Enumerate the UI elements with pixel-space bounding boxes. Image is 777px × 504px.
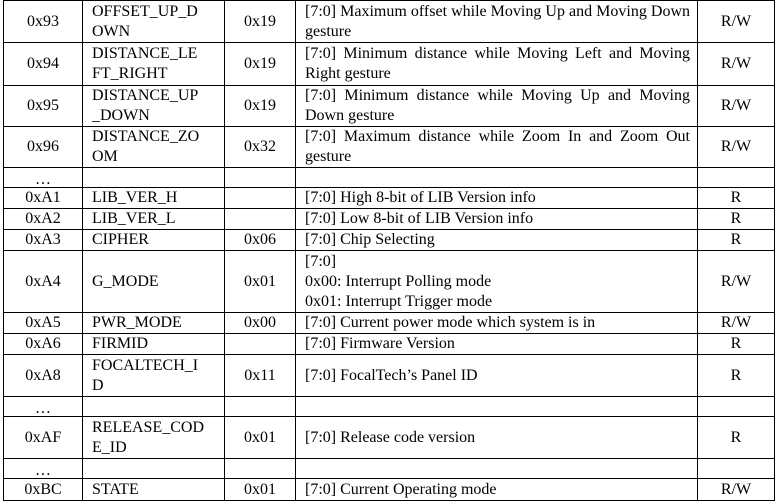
default-value: 0x06 — [224, 229, 296, 251]
register-address: 0x96 — [3, 126, 83, 168]
access-mode — [697, 458, 775, 479]
register-address: 0xBC — [3, 478, 83, 501]
access-mode: R/W — [697, 312, 775, 334]
default-value — [224, 333, 296, 355]
register-name: OFFSET_UP_D OWN — [82, 0, 225, 43]
table-row: 0xA2 LIB_VER_L [7:0] Low 8-bit of LIB Vers… — [3, 208, 775, 230]
table-row: 0x94 DISTANCE_LE FT_RIGHT 0x19 [7:0] Minimu… — [3, 42, 775, 86]
register-address: 0x94 — [3, 42, 83, 86]
register-description — [295, 396, 698, 417]
register-description: [7:0] High 8-bit of LIB Version info — [295, 187, 698, 209]
register-name — [82, 458, 225, 479]
register-address: … — [3, 167, 83, 188]
default-value: 0x19 — [224, 42, 296, 86]
default-value — [224, 396, 296, 417]
register-description: [7:0] Minimum distance while Moving Left… — [295, 42, 698, 86]
access-mode: R — [697, 333, 775, 355]
register-name — [82, 167, 225, 188]
register-name: DISTANCE_UP _DOWN — [82, 85, 225, 127]
access-mode: R — [697, 416, 775, 459]
register-description — [295, 167, 698, 188]
access-mode: R/W — [697, 0, 775, 43]
register-description: [7:0] Chip Selecting — [295, 229, 698, 251]
register-address: 0xA6 — [3, 333, 83, 355]
default-value: 0x01 — [224, 478, 296, 501]
default-value: 0x00 — [224, 312, 296, 334]
register-name: LIB_VER_H — [82, 187, 225, 209]
access-mode: R — [697, 187, 775, 209]
default-value — [224, 458, 296, 479]
ellipsis-row: … — [3, 458, 775, 479]
register-address: 0x93 — [3, 0, 83, 43]
register-description: [7:0] Maximum offset while Moving Up and… — [295, 0, 698, 43]
table-row: 0xBC STATE 0x01 [7:0] Current Operating mod… — [3, 478, 775, 501]
register-address: … — [3, 396, 83, 417]
register-name: DISTANCE_ZO OM — [82, 126, 225, 168]
table-row: 0x96 DISTANCE_ZO OM 0x32 [7:0] Maximum dist… — [3, 126, 775, 168]
register-description: [7:0] Release code version — [295, 416, 698, 459]
register-name: PWR_MODE — [82, 312, 225, 334]
register-address: 0x95 — [3, 85, 83, 127]
register-description: [7:0] Minimum distance while Moving Up a… — [295, 85, 698, 127]
register-name: CIPHER — [82, 229, 225, 251]
access-mode — [697, 396, 775, 417]
register-table: 0x93 OFFSET_UP_D OWN 0x19 [7:0] Maximum off… — [3, 0, 775, 501]
default-value: 0x19 — [224, 85, 296, 127]
table-row: 0xAF RELEASE_COD E_ID 0x01 [7:0] Release co… — [3, 416, 775, 459]
table-row: 0x93 OFFSET_UP_D OWN 0x19 [7:0] Maximum off… — [3, 0, 775, 43]
register-description: [7:0] Low 8-bit of LIB Version info — [295, 208, 698, 230]
default-value: 0x19 — [224, 0, 296, 43]
table-row: 0xA8 FOCALTECH_I D 0x11 [7:0] FocalTech’s P… — [3, 354, 775, 397]
access-mode: R/W — [697, 42, 775, 86]
table-row: 0xA1 LIB_VER_H [7:0] High 8-bit of LIB Ver… — [3, 187, 775, 209]
register-description: [7:0] Maximum distance while Zoom In and… — [295, 126, 698, 168]
access-mode: R — [697, 229, 775, 251]
register-address: 0xA4 — [3, 250, 83, 313]
register-description: [7:0] Current power mode which system is… — [295, 312, 698, 334]
register-name: FOCALTECH_I D — [82, 354, 225, 397]
table-row: 0xA4 G_MODE 0x01 [7:0] 0x00: Interrupt Poll… — [3, 250, 775, 313]
access-mode: R — [697, 354, 775, 397]
default-value: 0x01 — [224, 416, 296, 459]
register-description: [7:0] FocalTech’s Panel ID — [295, 354, 698, 397]
register-description — [295, 458, 698, 479]
default-value: 0x32 — [224, 126, 296, 168]
register-address: 0xA2 — [3, 208, 83, 230]
register-description: [7:0] 0x00: Interrupt Polling mode 0x01:… — [295, 250, 698, 313]
register-description: [7:0] Firmware Version — [295, 333, 698, 355]
access-mode: R/W — [697, 126, 775, 168]
access-mode: R/W — [697, 250, 775, 313]
default-value: 0x01 — [224, 250, 296, 313]
table-row: 0x95 DISTANCE_UP _DOWN 0x19 [7:0] Minimum d… — [3, 85, 775, 127]
table-row: 0xA6 FIRMID [7:0] Firmware Version R — [3, 333, 775, 355]
register-name: G_MODE — [82, 250, 225, 313]
register-address: … — [3, 458, 83, 479]
default-value: 0x11 — [224, 354, 296, 397]
register-name: DISTANCE_LE FT_RIGHT — [82, 42, 225, 86]
access-mode — [697, 167, 775, 188]
register-description: [7:0] Current Operating mode — [295, 478, 698, 501]
register-name — [82, 396, 225, 417]
access-mode: R — [697, 208, 775, 230]
register-address: 0xA5 — [3, 312, 83, 334]
access-mode: R/W — [697, 85, 775, 127]
register-address: 0xA3 — [3, 229, 83, 251]
access-mode: R/W — [697, 478, 775, 501]
register-address: 0xA8 — [3, 354, 83, 397]
ellipsis-row: … — [3, 396, 775, 417]
ellipsis-row: … — [3, 167, 775, 188]
register-address: 0xAF — [3, 416, 83, 459]
table-row: 0xA3 CIPHER 0x06 [7:0] Chip Selecting R — [3, 229, 775, 251]
register-address: 0xA1 — [3, 187, 83, 209]
register-name: FIRMID — [82, 333, 225, 355]
default-value — [224, 167, 296, 188]
register-name: RELEASE_COD E_ID — [82, 416, 225, 459]
table-row: 0xA5 PWR_MODE 0x00 [7:0] Current power mode… — [3, 312, 775, 334]
register-name: STATE — [82, 478, 225, 501]
default-value — [224, 208, 296, 230]
register-name: LIB_VER_L — [82, 208, 225, 230]
default-value — [224, 187, 296, 209]
